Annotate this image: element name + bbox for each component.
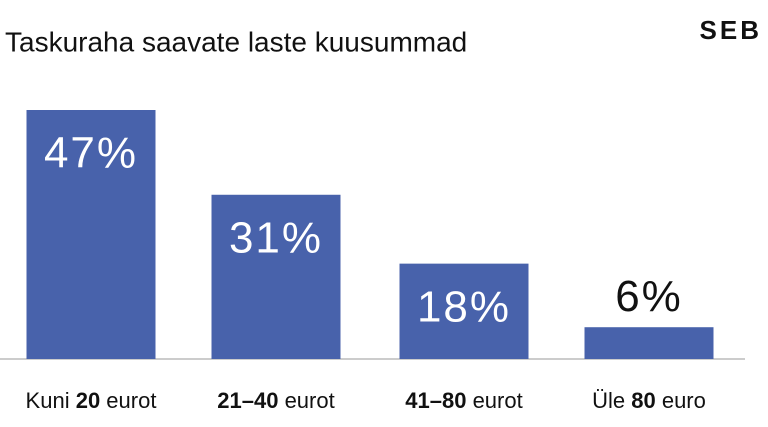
value-label: 6% (615, 272, 683, 321)
bar (399, 263, 529, 359)
chart-title: Taskuraha saavate laste kuusummad (5, 26, 467, 57)
x-tick-label: 21–40 eurot (217, 388, 334, 413)
value-label: 18% (417, 282, 511, 331)
x-tick-label: Üle 80 euro (592, 388, 706, 413)
value-label: 47% (44, 129, 138, 178)
x-tick-label: Kuni 20 eurot (26, 388, 157, 413)
bar (211, 194, 341, 359)
bar (26, 110, 156, 359)
x-tick-label: 41–80 eurot (405, 388, 522, 413)
bar (584, 327, 714, 359)
logo: SEB (700, 15, 762, 45)
value-label: 31% (229, 213, 323, 262)
